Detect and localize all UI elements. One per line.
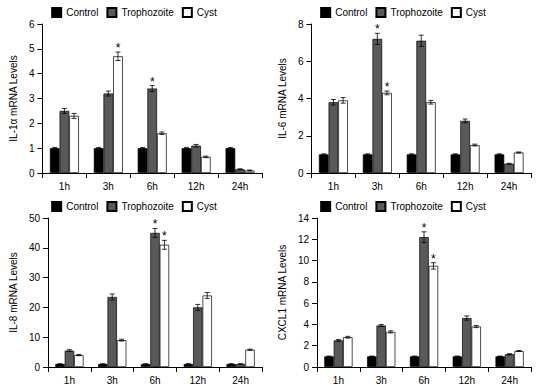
svg-text:0: 0 <box>29 168 35 179</box>
svg-text:Trophozoite: Trophozoite <box>390 7 443 18</box>
svg-text:14: 14 <box>298 213 310 224</box>
svg-text:Control: Control <box>335 201 367 212</box>
svg-text:2: 2 <box>303 340 309 351</box>
svg-text:12h: 12h <box>457 181 474 192</box>
svg-text:*: * <box>375 22 380 36</box>
svg-text:0: 0 <box>303 362 309 373</box>
svg-text:2: 2 <box>29 118 35 129</box>
svg-text:Trophozoite: Trophozoite <box>121 7 174 18</box>
svg-text:CXCL1 mRNA Levels: CXCL1 mRNA Levels <box>277 245 288 341</box>
svg-text:Trophozoite: Trophozoite <box>121 201 174 212</box>
svg-text:Control: Control <box>66 201 98 212</box>
svg-text:24h: 24h <box>232 375 249 386</box>
svg-text:6h: 6h <box>149 375 160 386</box>
svg-text:40: 40 <box>29 242 41 253</box>
svg-text:24h: 24h <box>501 181 518 192</box>
svg-text:3h: 3h <box>107 375 118 386</box>
svg-text:24h: 24h <box>501 375 518 386</box>
svg-text:Control: Control <box>335 7 367 18</box>
svg-text:IL-6 mRNA Levels: IL-6 mRNA Levels <box>277 58 288 139</box>
svg-text:*: * <box>116 41 121 55</box>
svg-text:*: * <box>431 252 436 266</box>
svg-text:6: 6 <box>303 298 309 309</box>
svg-text:IL-8 mRNA Levels: IL-8 mRNA Levels <box>8 252 19 333</box>
svg-text:8: 8 <box>303 276 309 287</box>
svg-text:20: 20 <box>29 302 41 313</box>
svg-text:12h: 12h <box>458 375 475 386</box>
svg-text:4: 4 <box>29 68 35 79</box>
svg-text:3h: 3h <box>372 181 383 192</box>
svg-text:50: 50 <box>29 213 41 224</box>
svg-text:6h: 6h <box>418 375 429 386</box>
svg-text:1h: 1h <box>64 375 75 386</box>
svg-text:12: 12 <box>298 234 310 245</box>
svg-text:30: 30 <box>29 272 41 283</box>
svg-text:4: 4 <box>303 319 309 330</box>
svg-text:5: 5 <box>29 43 35 54</box>
svg-text:1h: 1h <box>328 181 339 192</box>
svg-text:*: * <box>162 229 167 243</box>
svg-text:Cyst: Cyst <box>466 7 486 18</box>
svg-text:Cyst: Cyst <box>197 201 217 212</box>
svg-text:6: 6 <box>298 56 304 67</box>
svg-text:*: * <box>385 80 390 94</box>
svg-text:*: * <box>150 75 155 89</box>
svg-text:0: 0 <box>298 168 304 179</box>
svg-text:1h: 1h <box>333 375 344 386</box>
svg-text:12h: 12h <box>188 181 205 192</box>
svg-text:3: 3 <box>29 93 35 104</box>
svg-text:3h: 3h <box>376 375 387 386</box>
svg-text:*: * <box>153 217 158 231</box>
svg-text:6h: 6h <box>147 181 158 192</box>
svg-text:Cyst: Cyst <box>197 7 217 18</box>
svg-text:10: 10 <box>29 332 41 343</box>
svg-text:2: 2 <box>298 130 304 141</box>
svg-text:IL-1α mRNA Levels: IL-1α mRNA Levels <box>8 55 19 141</box>
svg-text:24h: 24h <box>232 181 249 192</box>
svg-text:Control: Control <box>66 7 98 18</box>
svg-text:Cyst: Cyst <box>466 201 486 212</box>
svg-text:3h: 3h <box>103 181 114 192</box>
svg-text:6: 6 <box>29 19 35 30</box>
svg-text:1: 1 <box>29 143 35 154</box>
svg-text:0: 0 <box>34 362 40 373</box>
svg-text:8: 8 <box>298 19 304 30</box>
svg-text:*: * <box>422 221 427 235</box>
svg-text:4: 4 <box>298 93 304 104</box>
svg-text:10: 10 <box>298 255 310 266</box>
svg-text:12h: 12h <box>189 375 206 386</box>
svg-text:Trophozoite: Trophozoite <box>390 201 443 212</box>
svg-text:1h: 1h <box>59 181 70 192</box>
svg-text:6h: 6h <box>416 181 427 192</box>
